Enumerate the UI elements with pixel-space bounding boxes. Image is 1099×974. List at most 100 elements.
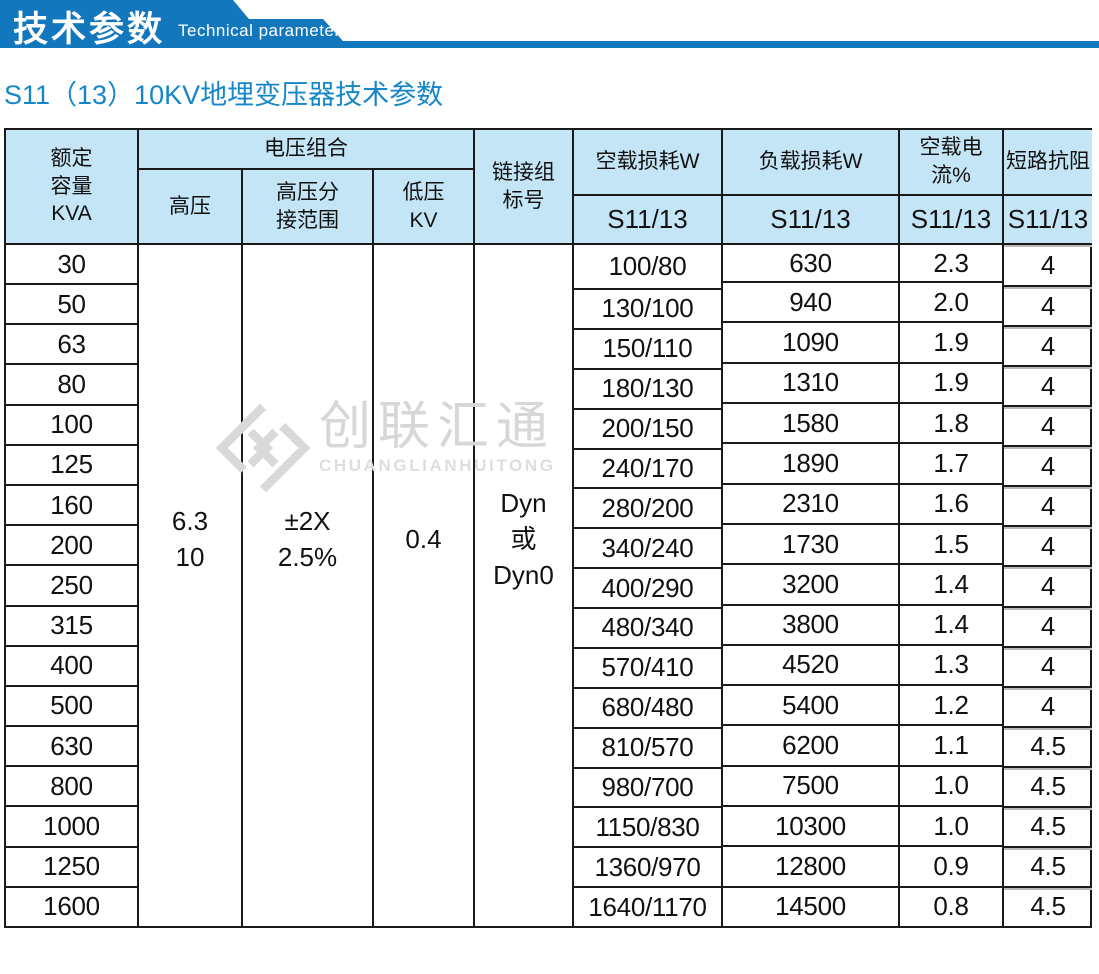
cell-load: 1890: [723, 444, 898, 485]
col-header-no-load-loss: 空载损耗W: [574, 130, 721, 196]
cell-imp: 4.5: [1004, 728, 1092, 768]
impedance-cells: 4 4 4 4 4 4 4 4 4 4 4 4 4.5 4.5 4.5 4.5 4.5: [1004, 245, 1092, 926]
cell-kva: 500: [6, 687, 137, 728]
col-header-load-loss: 负载损耗W: [723, 130, 898, 196]
column-hv: 高压 6.3 10: [139, 170, 243, 926]
cell-load: 6200: [723, 726, 898, 767]
cell-imp: 4.5: [1004, 848, 1092, 888]
cell-imp: 4: [1004, 608, 1092, 648]
cell-kva: 800: [6, 767, 137, 808]
cell-loss: 150/110: [574, 330, 721, 370]
no-load-current-cells: 2.3 2.0 1.9 1.9 1.8 1.7 1.6 1.5 1.4 1.4 1.3 1.2 1.1 1…: [900, 245, 1002, 926]
no-load-loss-cells: 100/80 130/100 150/110 180/130 200/150 240/17…: [574, 245, 721, 926]
cell-kva: 630: [6, 727, 137, 768]
cell-load: 14500: [775, 891, 846, 922]
cell-current: 1.4: [900, 606, 1002, 646]
column-no-load-current: 空载电流% S11/13 2.3 2.0 1.9 1.9 1.8 1.7 1.6 1.5 1.4…: [900, 130, 1004, 926]
cell-imp: 4: [1004, 527, 1092, 568]
cell-load: 12800: [723, 847, 898, 888]
cell-imp: 4: [1004, 245, 1092, 287]
vector-merged-cell: Dyn 或 Dyn0: [493, 487, 554, 590]
cell-imp: 4: [1004, 487, 1092, 528]
cell-current: 2.0: [900, 283, 1002, 324]
column-lv: 低压 KV 0.4: [374, 170, 473, 926]
cell-load: 7500: [723, 767, 898, 808]
cell-imp: 4: [1004, 287, 1092, 328]
cell-loss: 100/80: [574, 245, 721, 290]
cell-current: 1.9: [900, 323, 1002, 364]
cell-current: 2.3: [900, 245, 1002, 283]
cell-loss: 180/130: [574, 370, 721, 410]
cell-kva: 250: [6, 566, 137, 607]
cell-imp: 4: [1004, 648, 1092, 688]
cell-loss: 1150/830: [574, 808, 721, 849]
cell-loss: 200/150: [574, 410, 721, 450]
cell-kva: 80: [6, 365, 137, 406]
cell-kva: 400: [6, 647, 137, 687]
column-no-load-loss: 空载损耗W S11/13 100/80 130/100 150/110 180/130…: [574, 130, 723, 926]
cell-load: 4520: [723, 646, 898, 687]
capacity-cells: 30 50 63 80 100 125 160 200 250 315 400 500 630 800 10…: [6, 245, 137, 926]
cell-loss: 1360/970: [574, 848, 721, 889]
col-header-hv-tap-range: 高压分 接范围: [243, 170, 372, 245]
cell-imp: 4.5: [1004, 888, 1092, 926]
col-header-no-load-current: 空载电流%: [900, 130, 1002, 196]
cell-load: 1090: [723, 323, 898, 364]
col-header-lv: 低压 KV: [374, 170, 473, 245]
column-hv-tap-range: 高压分 接范围 ±2X 2.5%: [243, 170, 374, 926]
banner-subtitle-en: Technical parameter: [178, 21, 341, 40]
cell-imp: 4.5: [1004, 768, 1092, 808]
cell-loss: 680/480: [574, 689, 721, 729]
column-vector-group: 链接组 标号 Dyn 或 Dyn0: [475, 130, 574, 926]
column-group-voltage: 电压组合 高压 6.3 10 高压分 接范围 ±2X 2.5% 低压 KV 0.…: [139, 130, 475, 926]
cell-imp: 4: [1004, 327, 1092, 368]
cell-imp: 4: [1004, 688, 1092, 728]
col-header-rated-capacity: 额定 容量 KVA: [6, 130, 137, 245]
cell-load: 3200: [723, 565, 898, 606]
column-impedance: 短路抗阻 S11/13 4 4 4 4 4 4 4 4 4 4 4 4 4.5 4.5 4.5 4.5 4.5: [1004, 130, 1092, 926]
cell-loss: 340/240: [574, 529, 721, 570]
cell-loss: 980/700: [574, 769, 721, 809]
cell-load: 1310: [723, 364, 898, 404]
cell-load: 5400: [723, 686, 898, 727]
cell-kva: 30: [6, 245, 137, 285]
cell-current: 0.8: [933, 891, 969, 922]
cell-load: 3800: [723, 606, 898, 646]
cell-load: 940: [723, 283, 898, 324]
cell-kva: 63: [6, 325, 137, 366]
hv-merged-cell: 6.3 10: [171, 505, 209, 572]
column-load-loss: 负载损耗W S11/13 630 940 1090 1310 1580 1890 2310 1…: [723, 130, 900, 926]
cell-kva: 125: [6, 446, 137, 486]
cell-current: 1.8: [900, 404, 1002, 445]
col-header-vector-group: 链接组 标号: [475, 130, 572, 245]
banner-title: 技术参数: [13, 10, 166, 49]
cell-kva: 100: [6, 406, 137, 446]
col-header-impedance: 短路抗阻: [1004, 130, 1092, 196]
cell-current: 1.0: [900, 767, 1002, 808]
cell-current: 1.4: [900, 565, 1002, 606]
column-rated-capacity: 额定 容量 KVA 30 50 63 80 100 125 160 200 250 315 400 5…: [6, 130, 139, 926]
lv-merged-cell: 0.4: [405, 523, 442, 554]
cell-imp: 4: [1004, 447, 1092, 488]
cell-loss: 570/410: [574, 649, 721, 689]
cell-current: 1.1: [900, 726, 1002, 767]
cell-imp: 4: [1004, 407, 1092, 448]
cell-current: 0.9: [900, 847, 1002, 888]
cell-loss: 130/100: [574, 290, 721, 330]
col-model-load-loss: S11/13: [723, 196, 898, 245]
col-model-no-load-current: S11/13: [900, 196, 1002, 245]
cell-load: 2310: [723, 485, 898, 525]
cell-current: 1.6: [900, 485, 1002, 525]
cell-current: 1.2: [900, 686, 1002, 727]
col-header-voltage-group: 电压组合: [139, 130, 473, 170]
cell-kva: 1250: [6, 848, 137, 888]
cell-current: 1.3: [900, 646, 1002, 687]
cell-current: 1.9: [900, 364, 1002, 404]
banner-ribbon-shape: [0, 0, 1099, 48]
cell-kva: 50: [6, 285, 137, 326]
cell-current: 1.5: [900, 525, 1002, 566]
cell-loss: 480/340: [574, 609, 721, 649]
cell-load: 1580: [723, 404, 898, 445]
cell-loss: 240/170: [574, 450, 721, 490]
cell-imp: 4: [1004, 567, 1092, 608]
